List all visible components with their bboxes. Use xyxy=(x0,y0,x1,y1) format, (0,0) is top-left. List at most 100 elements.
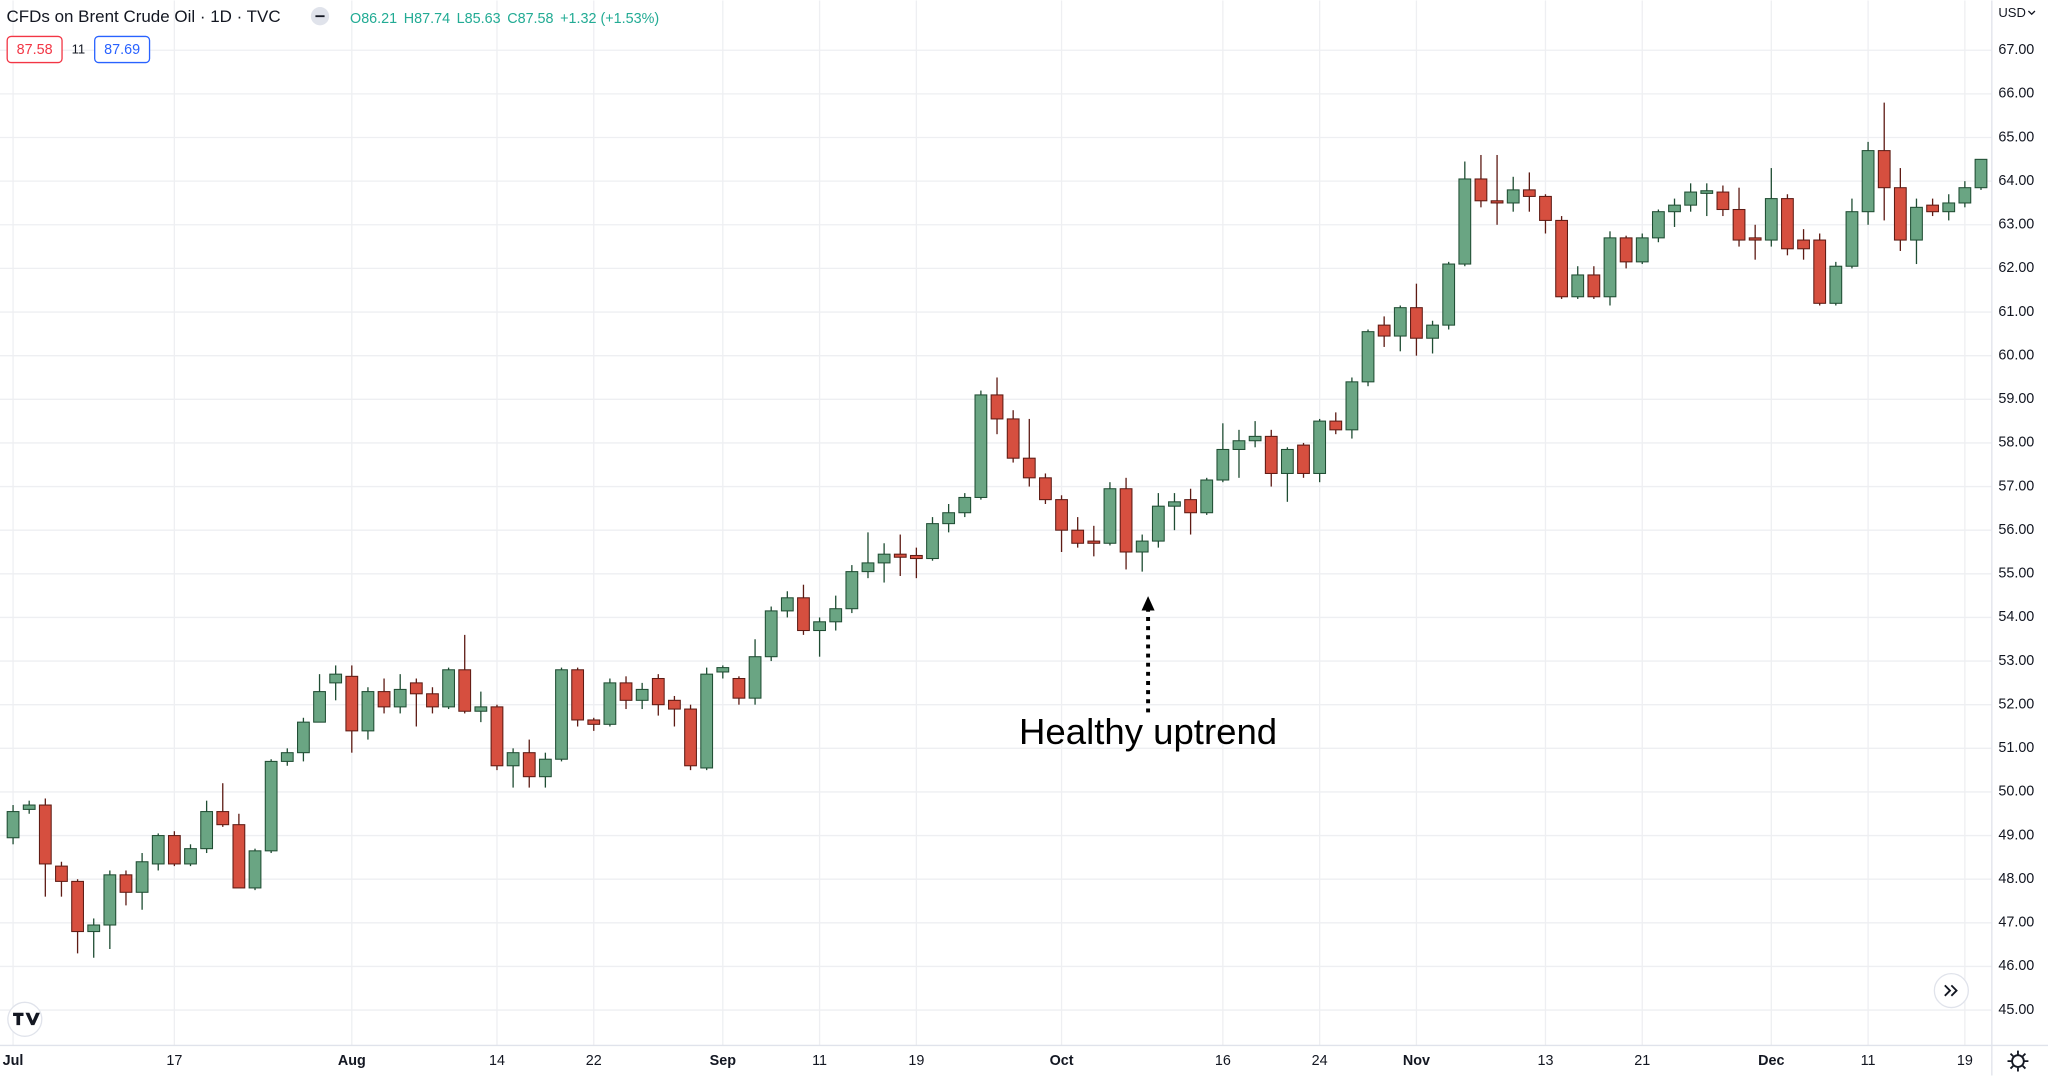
candle-body xyxy=(329,673,343,684)
candle-body xyxy=(1764,198,1778,241)
x-tick-label: 19 xyxy=(1957,1053,1973,1069)
candle-body xyxy=(1135,540,1149,553)
candle-body xyxy=(1329,420,1343,431)
candle-body xyxy=(1781,198,1794,250)
candle-body xyxy=(1087,540,1101,544)
gear-teeth xyxy=(2007,1050,2029,1072)
currency-selector[interactable]: USD xyxy=(1998,5,2036,20)
settings-button[interactable] xyxy=(2007,1050,2029,1072)
scroll-circle xyxy=(1933,972,1969,1009)
buy-button[interactable]: 87.69 xyxy=(94,35,151,64)
candle-body xyxy=(1345,381,1359,431)
x-tick-label: 13 xyxy=(1537,1053,1553,1069)
candle-body xyxy=(1248,435,1262,442)
candle-body xyxy=(1893,187,1907,241)
candle-body xyxy=(474,706,488,712)
candle-body xyxy=(1700,190,1714,194)
candle-body xyxy=(1039,477,1052,501)
candle-body xyxy=(1393,307,1407,337)
candle-body xyxy=(216,811,230,826)
candle-body xyxy=(119,874,133,893)
candle-body xyxy=(684,708,697,767)
x-tick-label: 17 xyxy=(166,1053,182,1069)
ohlc-high: H87.74 xyxy=(404,11,450,27)
candle-body xyxy=(587,719,601,725)
candle-body xyxy=(1442,263,1456,326)
candle-body xyxy=(55,865,68,882)
candle-body xyxy=(571,669,585,721)
collapse-button[interactable] xyxy=(310,7,330,26)
candle-body xyxy=(603,682,617,725)
candle-body xyxy=(248,850,262,889)
currency-chevron xyxy=(2027,10,2036,16)
candle-body xyxy=(1603,237,1617,298)
tv-logo[interactable] xyxy=(7,1001,43,1037)
y-tick-label: 60.00 xyxy=(1998,347,2034,363)
x-tick-label: 22 xyxy=(586,1053,602,1069)
candle-body xyxy=(555,669,568,760)
candle-body xyxy=(490,706,504,767)
candle-body xyxy=(1184,499,1197,514)
candle-body xyxy=(974,394,988,498)
y-tick-label: 55.00 xyxy=(1998,566,2034,582)
ohlc-change: +1.32 (+1.53%) xyxy=(560,11,659,27)
candle-body xyxy=(1974,158,1988,189)
candle-body xyxy=(1910,206,1923,241)
candle-body xyxy=(1942,202,1956,213)
x-tick-label: Nov xyxy=(1403,1053,1430,1069)
y-tick-label: 58.00 xyxy=(1998,435,2034,451)
annotation-arrow-head xyxy=(1141,596,1155,611)
candle-body xyxy=(1732,208,1746,241)
candle-body xyxy=(635,688,649,701)
candle-body xyxy=(845,571,859,610)
candles xyxy=(6,102,1988,958)
ohlc-open: O86.21 xyxy=(350,11,397,27)
candle-body xyxy=(1200,479,1214,514)
candle-body xyxy=(1168,501,1181,507)
y-tick-label: 63.00 xyxy=(1998,217,2034,233)
y-tick-label: 51.00 xyxy=(1998,740,2034,756)
ohlc-legend: O86.21 H87.74 L85.63 C87.58 +1.32 (+1.53… xyxy=(350,11,659,27)
candle-body xyxy=(87,924,101,933)
ask-price: 87.69 xyxy=(104,42,140,58)
candle-body xyxy=(1522,189,1536,197)
candle-body xyxy=(1587,274,1601,298)
sell-badge xyxy=(6,35,63,64)
candle-body xyxy=(38,804,52,865)
candle-body xyxy=(1555,219,1568,298)
candle-body xyxy=(1926,204,1940,213)
candle-body xyxy=(1539,195,1552,221)
y-tick-label: 57.00 xyxy=(1998,478,2034,494)
y-tick-label: 65.00 xyxy=(1998,129,2034,145)
candle-body xyxy=(1877,150,1891,189)
gear-ring xyxy=(2011,1054,2025,1068)
candle-body xyxy=(1958,187,1972,204)
y-tick-label: 64.00 xyxy=(1998,173,2034,189)
candle-body xyxy=(6,811,20,839)
candle-body xyxy=(1571,274,1585,298)
scroll-to-realtime[interactable] xyxy=(1933,972,1969,1009)
candle-body xyxy=(1216,448,1230,481)
candle-body xyxy=(1264,435,1278,474)
candle-body xyxy=(1829,265,1843,304)
candle-body xyxy=(861,562,875,573)
candle-body xyxy=(1813,239,1827,304)
grid xyxy=(0,0,1992,1046)
y-tick-label: 67.00 xyxy=(1998,42,2034,58)
candle-body xyxy=(361,691,375,732)
candle-body xyxy=(1458,178,1472,265)
candle-body xyxy=(313,691,326,723)
candle-body xyxy=(1861,150,1875,213)
x-tick-label: 21 xyxy=(1634,1053,1650,1069)
candle-body xyxy=(409,682,423,695)
candle-body xyxy=(619,682,633,701)
candle-body xyxy=(1651,211,1665,239)
candle-body xyxy=(135,861,149,893)
x-tick-label: 11 xyxy=(1861,1053,1876,1069)
x-tick-label: Oct xyxy=(1050,1053,1074,1069)
x-tick-label: 16 xyxy=(1215,1053,1231,1069)
sell-button[interactable]: 87.58 xyxy=(6,35,63,64)
y-tick-label: 50.00 xyxy=(1998,784,2034,800)
currency-label: USD xyxy=(1998,5,2026,20)
